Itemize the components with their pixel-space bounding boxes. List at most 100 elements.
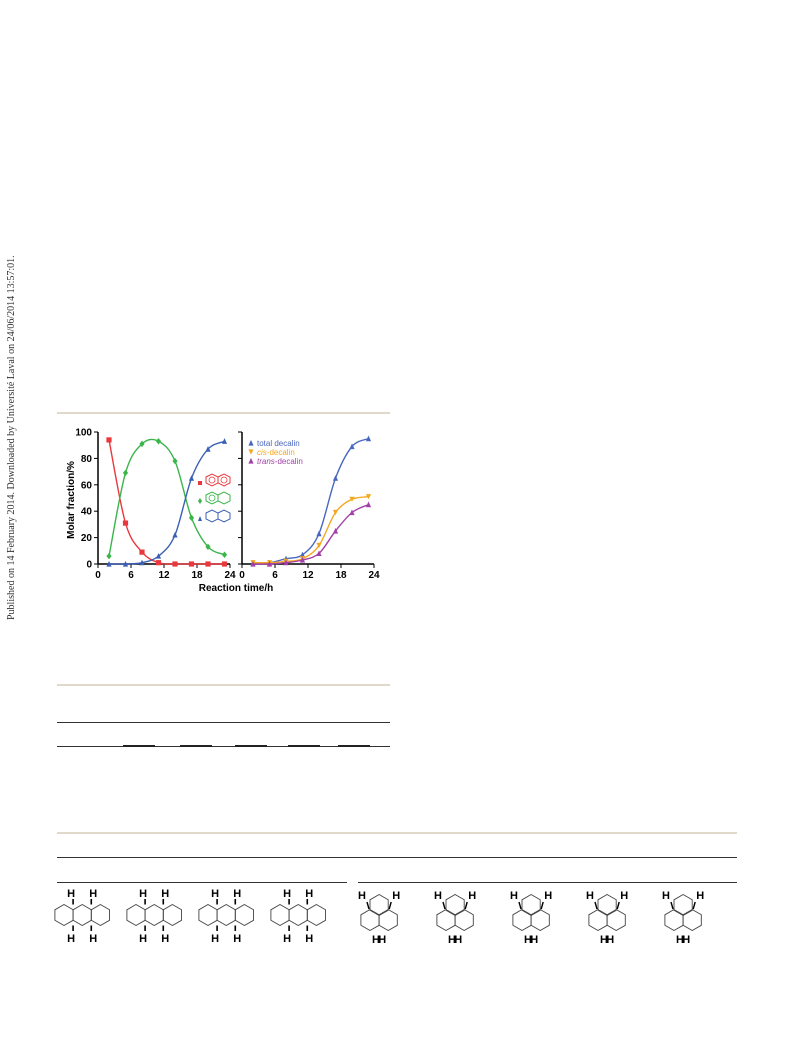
perhydroanthracene-isomer: H H H H xyxy=(199,888,254,945)
hydrogen-label: H xyxy=(67,933,75,945)
rule-top xyxy=(57,412,390,414)
rule-table-seg xyxy=(235,745,267,747)
legend-label-total_decalin: total decalin xyxy=(257,439,300,448)
data-point-trans_decalin xyxy=(366,502,371,508)
bond-icon xyxy=(617,902,619,909)
ring-icon xyxy=(370,895,388,916)
y-tick-label: 20 xyxy=(81,533,93,544)
data-point-tetralin xyxy=(222,552,227,558)
ring-icon xyxy=(127,905,145,926)
ring-icon xyxy=(73,905,91,926)
y-tick-label: 0 xyxy=(86,560,92,571)
naphthalene-ring-1-icon xyxy=(206,474,218,486)
legend-decalin xyxy=(198,510,230,522)
data-point-tetralin xyxy=(123,470,128,476)
y-tick-label: 60 xyxy=(81,480,93,491)
rule-lower-3a xyxy=(57,882,347,883)
hydrogen-label: H xyxy=(67,888,75,900)
bond-icon xyxy=(693,902,695,909)
hydrogen-label: H xyxy=(161,933,169,945)
bond-icon xyxy=(541,902,543,909)
hydrogen-label: H xyxy=(620,890,628,902)
hydrogen-label: H xyxy=(682,934,690,945)
x-tick-label: 0 xyxy=(95,570,101,581)
legend-naphthalene-marker xyxy=(198,481,202,485)
ring-icon xyxy=(437,910,455,931)
ring-icon xyxy=(271,905,289,926)
hydrogen-label: H xyxy=(233,888,241,900)
legend-decalin-marker xyxy=(198,516,202,521)
hydrogen-label: H xyxy=(696,890,704,902)
hydrogen-label: H xyxy=(211,933,219,945)
hydrogen-label: H xyxy=(510,890,518,902)
ring-icon xyxy=(217,905,235,926)
hydrogen-label: H xyxy=(305,933,313,945)
data-point-naphthalene xyxy=(172,561,177,566)
x-axis-label: Reaction time/h xyxy=(199,583,273,594)
perhydrophenanthrene-isomer: H HHH xyxy=(510,890,552,945)
legend-label-cis_decalin: cis-decalin xyxy=(257,448,295,457)
ring-icon xyxy=(379,910,397,931)
hydrogen-label: H xyxy=(358,890,366,902)
ring-icon xyxy=(145,905,163,926)
ring-icon xyxy=(235,905,253,926)
perhydrophenanthrene-isomer: H HHH xyxy=(358,890,400,945)
data-point-tetralin xyxy=(106,553,111,559)
data-point-tetralin xyxy=(156,438,161,444)
y-tick-label: 80 xyxy=(81,454,93,465)
data-point-tetralin xyxy=(189,515,194,521)
hydrogen-label: H xyxy=(211,888,219,900)
data-point-naphthalene xyxy=(205,561,210,566)
x-tick-label: 24 xyxy=(368,570,380,581)
side-note: Published on 14 February 2014. Downloade… xyxy=(6,230,20,620)
ring-icon xyxy=(589,910,607,931)
right-panel: 0 6 12 18 24 total decalincis-decalintrans-d… xyxy=(238,432,380,581)
x-tick-label: 6 xyxy=(128,570,134,581)
ring-icon xyxy=(665,910,683,931)
bond-icon xyxy=(367,902,369,909)
ring-icon xyxy=(513,910,531,931)
x-tick-label: 12 xyxy=(158,570,170,581)
perhydrophenanthrene-isomer: H HHH xyxy=(586,890,628,945)
decalin-ring-2-icon xyxy=(218,510,230,522)
ring-icon xyxy=(163,905,181,926)
ring-icon xyxy=(199,905,217,926)
rule-table-seg xyxy=(288,745,320,747)
bond-icon xyxy=(465,902,467,909)
y-axis-label: Molar fraction/% xyxy=(66,461,77,539)
x-tick-label: 24 xyxy=(224,570,236,581)
ring-icon xyxy=(522,895,540,916)
data-point-naphthalene xyxy=(189,561,194,566)
bond-icon xyxy=(671,902,673,909)
ring-icon xyxy=(446,895,464,916)
legend-tetralin xyxy=(198,492,230,504)
hydrogen-label: H xyxy=(161,888,169,900)
ring-icon xyxy=(674,895,692,916)
rule-lower-3b xyxy=(358,882,737,883)
rule-table-seg xyxy=(123,745,155,747)
tetralin-ring-1-icon xyxy=(206,492,218,504)
data-point-total_decalin xyxy=(316,531,321,537)
decalin-ring-1-icon xyxy=(206,510,218,522)
perhydroanthracene-isomer: H H H H xyxy=(127,888,182,945)
data-point-naphthalene xyxy=(156,560,161,565)
ring-icon xyxy=(307,905,325,926)
legend-naphthalene xyxy=(198,474,230,486)
publication-note: Published on 14 February 2014. Downloade… xyxy=(6,255,17,620)
hydrogen-label: H xyxy=(544,890,552,902)
rule-table-seg xyxy=(180,745,212,747)
hydrogen-label: H xyxy=(662,890,670,902)
hydrogen-label: H xyxy=(378,934,386,945)
y-tick-label: 100 xyxy=(75,428,92,439)
left-x-ticks: 0 6 12 18 24 xyxy=(95,564,236,581)
ring-icon xyxy=(361,910,379,931)
perhydrophenanthrene-isomer: H HHH xyxy=(434,890,476,945)
perhydroanthracene-isomer: H H H H xyxy=(271,888,326,945)
data-point-naphthalene xyxy=(222,561,227,566)
right-x-ticks: 0 6 12 18 24 xyxy=(239,564,380,581)
legend-tetralin-marker xyxy=(198,498,202,504)
hydrogen-label: H xyxy=(530,934,538,945)
hydrogen-label: H xyxy=(468,890,476,902)
y-tick-label: 40 xyxy=(81,507,93,518)
